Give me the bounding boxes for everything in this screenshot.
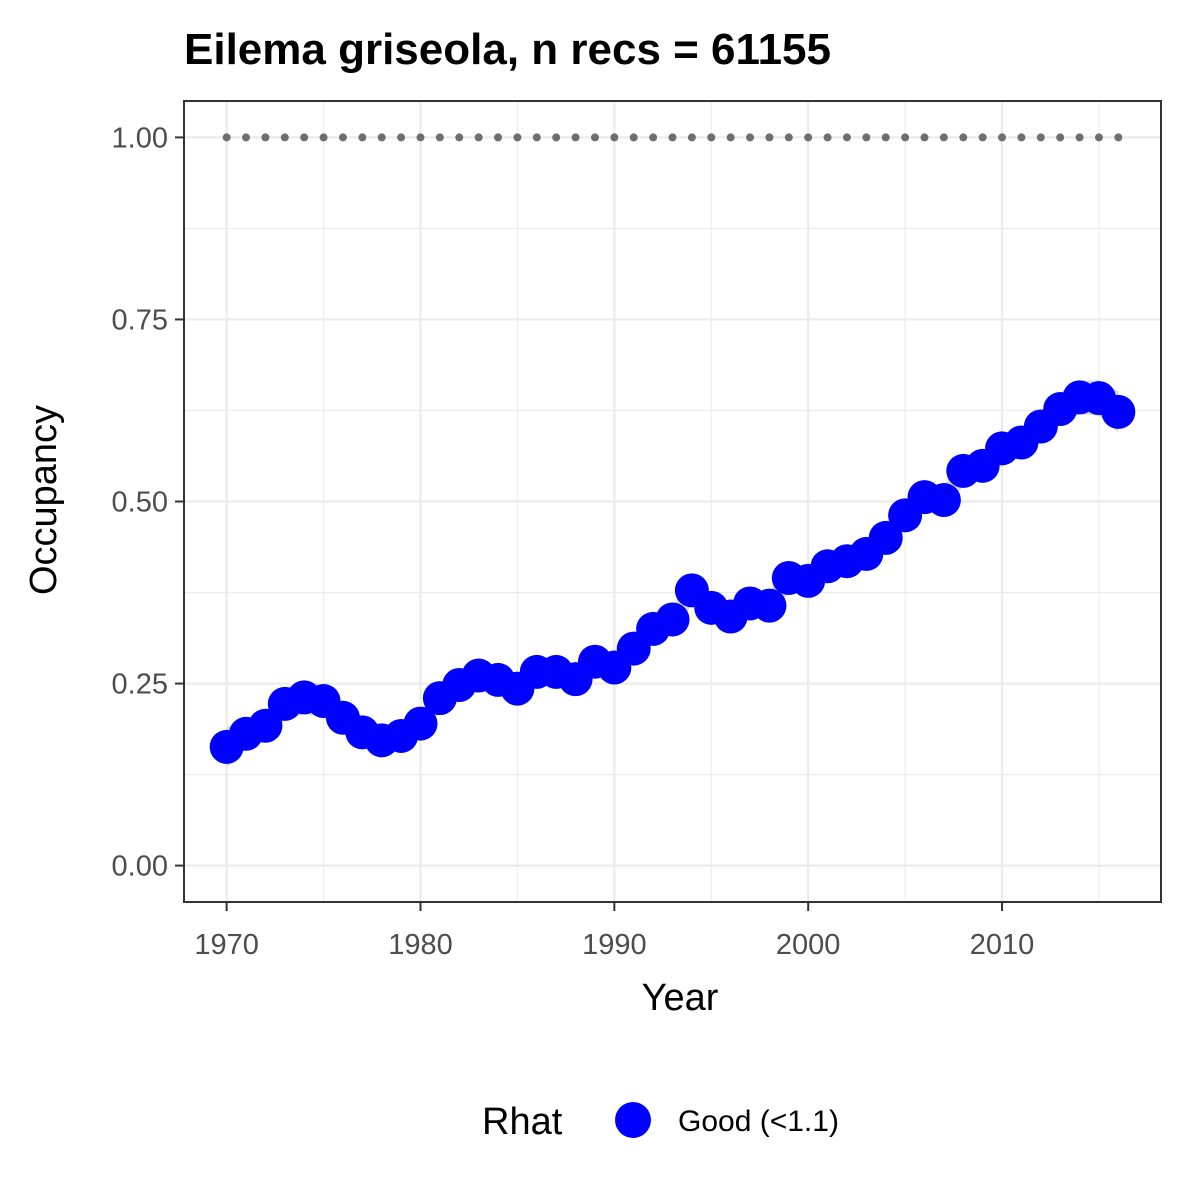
reference-dot: [474, 133, 483, 142]
x-tick-label: 2010: [970, 929, 1035, 961]
reference-dot: [959, 133, 968, 142]
y-axis-title: Occupancy: [23, 405, 65, 595]
reference-dot: [1114, 133, 1123, 142]
y-axis: 0.00 0.25 0.50 0.75 1.00: [112, 122, 184, 883]
reference-dot: [358, 133, 367, 142]
reference-dot: [280, 133, 289, 142]
legend-key-good: [615, 1102, 651, 1138]
legend: Rhat Good (<1.1): [482, 1101, 839, 1143]
reference-dot: [804, 133, 813, 142]
reference-dot: [784, 133, 793, 142]
reference-dot: [649, 133, 658, 142]
y-tick-label: 1.00: [112, 122, 168, 154]
reference-dot: [610, 133, 619, 142]
x-tick-label: 1990: [582, 929, 647, 961]
reference-dot: [242, 133, 251, 142]
reference-dot: [222, 133, 231, 142]
reference-dot: [261, 133, 270, 142]
reference-dot: [590, 133, 599, 142]
reference-dot: [319, 133, 328, 142]
occupancy-points: [209, 380, 1136, 764]
reference-dot: [1075, 133, 1084, 142]
reference-dot: [435, 133, 444, 142]
reference-dot: [823, 133, 832, 142]
reference-dot: [300, 133, 309, 142]
data-point: [752, 588, 787, 623]
reference-dot: [998, 133, 1007, 142]
reference-dot: [1017, 133, 1026, 142]
reference-dot: [416, 133, 425, 142]
reference-dot: [746, 133, 755, 142]
reference-dot: [862, 133, 871, 142]
reference-dot: [455, 133, 464, 142]
legend-label-good: Good (<1.1): [678, 1105, 839, 1138]
y-tick-label: 0.50: [112, 487, 168, 519]
reference-dot: [707, 133, 716, 142]
reference-dot: [726, 133, 735, 142]
reference-line-dots: [222, 133, 1123, 142]
reference-dot: [552, 133, 561, 142]
reference-dot: [513, 133, 522, 142]
reference-dot: [1056, 133, 1065, 142]
reference-dot: [978, 133, 987, 142]
y-tick-label: 0.75: [112, 304, 168, 336]
reference-dot: [1036, 133, 1045, 142]
reference-dot: [629, 133, 638, 142]
reference-dot: [939, 133, 948, 142]
reference-dot: [377, 133, 386, 142]
legend-title: Rhat: [482, 1101, 563, 1143]
y-tick-label: 0.00: [112, 851, 168, 883]
reference-dot: [397, 133, 406, 142]
reference-dot: [532, 133, 541, 142]
data-point: [248, 708, 283, 743]
reference-dot: [881, 133, 890, 142]
data-point: [403, 706, 438, 741]
reference-dot: [842, 133, 851, 142]
y-tick-label: 0.25: [112, 669, 168, 701]
reference-dot: [571, 133, 580, 142]
reference-dot: [338, 133, 347, 142]
reference-dot: [765, 133, 774, 142]
reference-dot: [920, 133, 929, 142]
data-point: [868, 520, 903, 555]
reference-dot: [687, 133, 696, 142]
data-point: [926, 483, 961, 518]
x-axis: 1970 1980 1990 2000 2010: [194, 902, 1034, 961]
chart-title: Eilema griseola, n recs = 61155: [184, 25, 831, 74]
reference-dot: [901, 133, 910, 142]
x-tick-label: 1980: [388, 929, 453, 961]
reference-dot: [494, 133, 503, 142]
reference-dot: [668, 133, 677, 142]
data-point: [655, 602, 690, 637]
x-tick-label: 2000: [776, 929, 841, 961]
x-axis-title: Year: [642, 977, 719, 1019]
data-point: [1101, 394, 1136, 429]
x-tick-label: 1970: [194, 929, 259, 961]
reference-dot: [1094, 133, 1103, 142]
